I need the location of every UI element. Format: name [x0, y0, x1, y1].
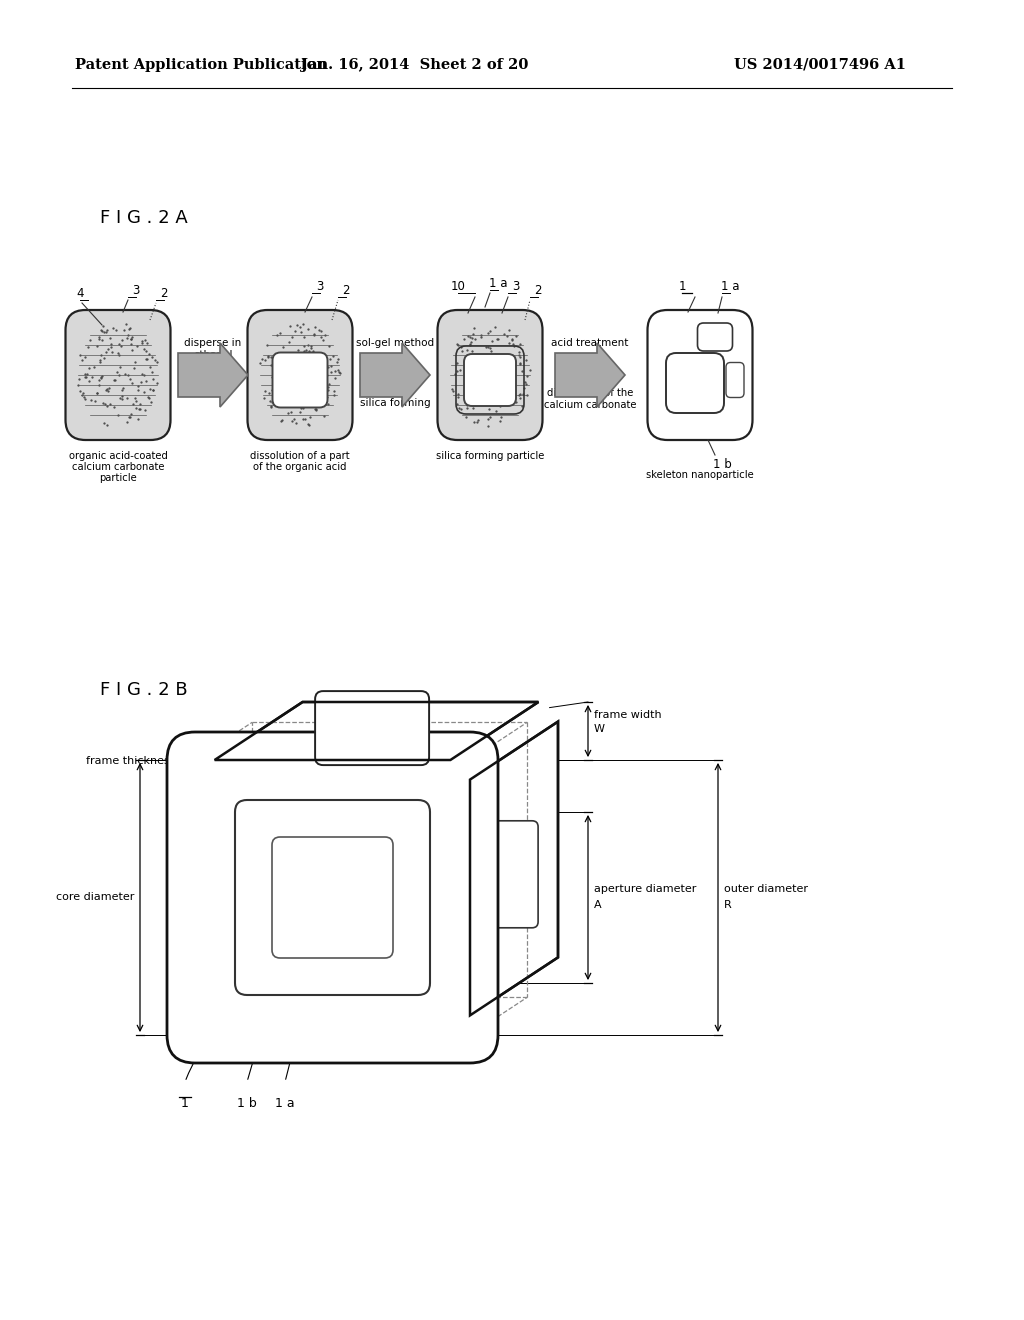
FancyBboxPatch shape — [726, 363, 744, 397]
Text: 3: 3 — [316, 280, 324, 293]
Text: 3: 3 — [132, 284, 139, 297]
Polygon shape — [178, 343, 248, 407]
Text: frame thickness: frame thickness — [85, 756, 175, 766]
Text: 10: 10 — [451, 280, 466, 293]
Text: ethanol: ethanol — [194, 350, 232, 360]
Text: 2: 2 — [160, 286, 168, 300]
Text: skeleton nanoparticle: skeleton nanoparticle — [646, 470, 754, 480]
Text: 1: 1 — [678, 280, 686, 293]
Text: F I G . 2 A: F I G . 2 A — [100, 209, 187, 227]
Text: particle: particle — [99, 473, 137, 483]
Polygon shape — [360, 343, 430, 407]
Polygon shape — [555, 343, 625, 407]
Text: R: R — [724, 900, 732, 911]
Text: 3: 3 — [512, 280, 520, 293]
Polygon shape — [470, 722, 558, 1015]
Text: core diameter: core diameter — [55, 892, 134, 903]
FancyBboxPatch shape — [464, 354, 516, 407]
FancyBboxPatch shape — [647, 310, 753, 440]
Text: Jan. 16, 2014  Sheet 2 of 20: Jan. 16, 2014 Sheet 2 of 20 — [301, 58, 528, 73]
Text: F I G . 2 B: F I G . 2 B — [100, 681, 187, 700]
Text: 1 a: 1 a — [275, 1097, 295, 1110]
Text: aperture diameter: aperture diameter — [594, 884, 696, 895]
Text: dissolution of the: dissolution of the — [547, 388, 633, 399]
FancyBboxPatch shape — [234, 800, 430, 995]
FancyBboxPatch shape — [167, 733, 498, 1063]
Text: 1: 1 — [181, 1097, 189, 1110]
FancyBboxPatch shape — [481, 821, 538, 928]
Text: 4: 4 — [76, 286, 84, 300]
Text: calcium carbonate: calcium carbonate — [72, 462, 164, 473]
Text: Patent Application Publication: Patent Application Publication — [75, 58, 327, 73]
Text: 1 b: 1 b — [238, 1097, 257, 1110]
Text: W: W — [594, 723, 605, 734]
Text: outer diameter: outer diameter — [724, 884, 808, 895]
FancyBboxPatch shape — [66, 310, 171, 440]
Text: 2: 2 — [535, 284, 542, 297]
FancyBboxPatch shape — [248, 310, 352, 440]
Text: organic acid-coated: organic acid-coated — [69, 451, 168, 461]
Text: dissolution of a part: dissolution of a part — [250, 451, 350, 461]
FancyBboxPatch shape — [315, 692, 429, 766]
Text: A: A — [594, 900, 602, 911]
Text: 2: 2 — [342, 284, 350, 297]
Text: of the organic acid: of the organic acid — [253, 462, 347, 473]
Text: silica forming: silica forming — [359, 399, 430, 408]
FancyBboxPatch shape — [272, 352, 328, 408]
FancyBboxPatch shape — [697, 323, 732, 351]
FancyBboxPatch shape — [437, 310, 543, 440]
FancyBboxPatch shape — [272, 837, 393, 958]
Text: sol-gel method: sol-gel method — [356, 338, 434, 348]
Text: frame width: frame width — [594, 710, 662, 719]
Text: t: t — [171, 776, 175, 785]
FancyBboxPatch shape — [666, 352, 724, 413]
Text: silica forming particle: silica forming particle — [436, 451, 544, 461]
Text: 1 a: 1 a — [721, 280, 739, 293]
Text: acid treatment: acid treatment — [551, 338, 629, 348]
Text: disperse in: disperse in — [184, 338, 242, 348]
Polygon shape — [215, 702, 539, 760]
Text: US 2014/0017496 A1: US 2014/0017496 A1 — [734, 58, 906, 73]
Text: 1 a: 1 a — [488, 277, 507, 290]
Text: 1 b: 1 b — [713, 458, 731, 471]
Text: calcium carbonate: calcium carbonate — [544, 400, 636, 411]
